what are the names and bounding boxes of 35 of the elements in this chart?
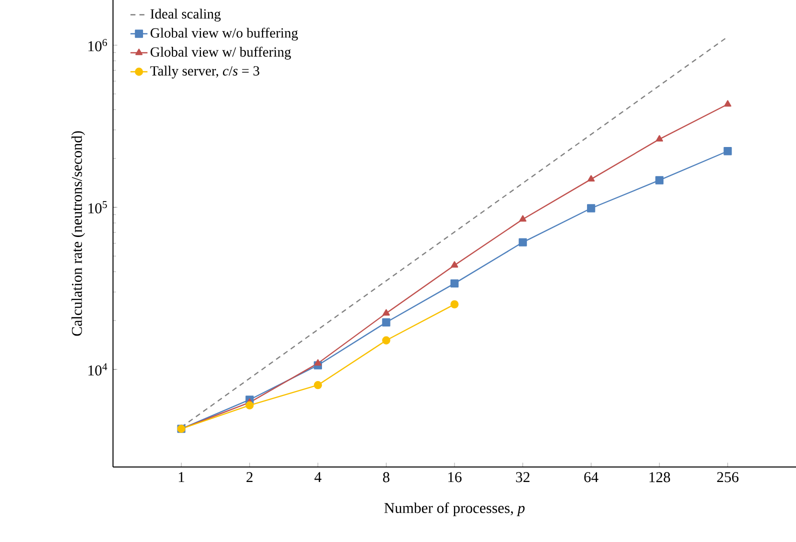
point — [382, 309, 390, 316]
y-tick-label: 10$^{6}$ — [88, 39, 108, 52]
legend-label: Global view w/o buffering — [150, 28, 298, 41]
point — [724, 100, 732, 107]
point — [450, 261, 458, 268]
x-tick-label: 16 — [448, 472, 462, 482]
x-tick-label: 128 — [650, 472, 670, 482]
x-tick-label: 8 — [383, 472, 390, 482]
y-axis-title: Calculation rate (neutrons/second) — [71, 131, 86, 336]
x-axis-title: Number of processes, p — [384, 502, 525, 516]
x-tick-label: 32 — [516, 472, 530, 482]
x-tick-label: 2 — [246, 472, 253, 482]
x-tick-label: 64 — [584, 472, 598, 482]
point — [382, 336, 390, 344]
point — [518, 238, 527, 246]
legend-label: Global view w/ buffering — [150, 46, 291, 60]
x-tick-label: 1 — [178, 472, 184, 482]
point — [246, 401, 254, 410]
x-tick-label: 4 — [314, 472, 322, 482]
point — [587, 175, 595, 182]
legend-label: Ideal scaling — [150, 8, 221, 22]
legend-label: Tally server, c/s = 3 — [150, 66, 260, 78]
point — [382, 318, 390, 326]
point — [314, 381, 322, 390]
y-tick-label: 10$^{5}$ — [88, 201, 107, 214]
point — [450, 279, 459, 288]
y-tick-label: 10$^{4}$ — [88, 363, 108, 376]
point — [724, 147, 732, 156]
point — [519, 215, 526, 222]
point — [655, 176, 664, 184]
point — [314, 359, 322, 366]
point — [656, 135, 664, 142]
point — [587, 204, 596, 212]
point — [450, 300, 459, 308]
x-tick-label: 256 — [717, 472, 738, 482]
